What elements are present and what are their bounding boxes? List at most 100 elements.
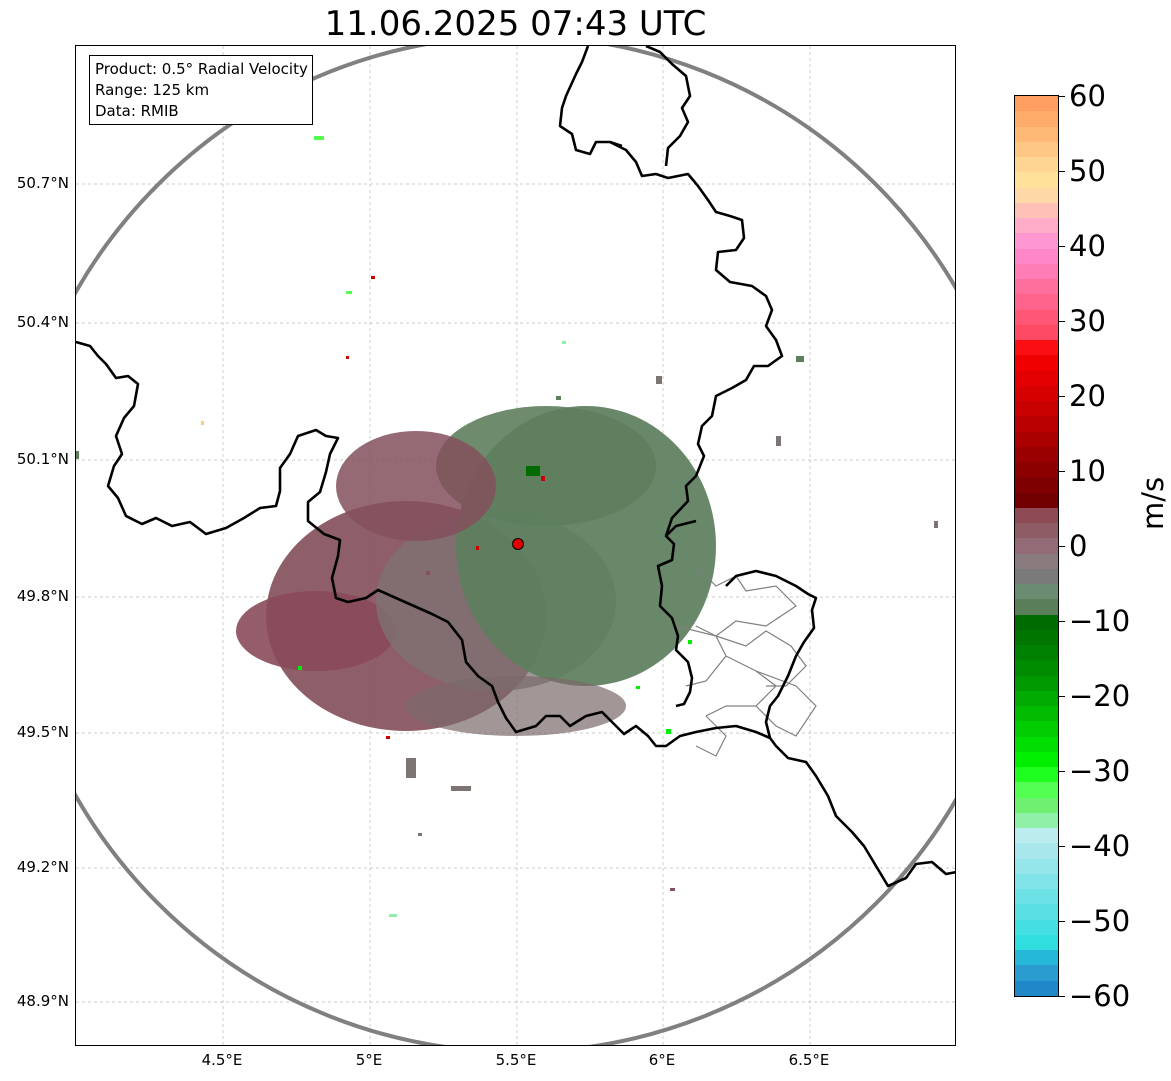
colorbar-band — [1015, 797, 1058, 813]
product-text: Product: 0.5° Radial Velocity — [95, 60, 308, 78]
colorbar-band — [1015, 111, 1058, 127]
colorbar-band — [1015, 904, 1058, 920]
lon-label: 4.5°E — [201, 1051, 243, 1069]
colorbar-tick-label: 10 — [1069, 454, 1106, 488]
colorbar-band — [1015, 462, 1058, 478]
colorbar-band — [1015, 873, 1058, 889]
lat-label: 49.5°N — [16, 723, 69, 741]
colorbar-band — [1015, 126, 1058, 142]
colorbar-band — [1015, 431, 1058, 447]
colorbar-tick — [1059, 921, 1065, 922]
colorbar-band — [1015, 157, 1058, 173]
colorbar-band — [1015, 690, 1058, 706]
colorbar-tick-label: −10 — [1069, 604, 1131, 638]
colorbar-band — [1015, 614, 1058, 630]
lat-label: 50.4°N — [16, 313, 69, 331]
colorbar-tick — [1059, 396, 1065, 397]
colorbar-band — [1015, 584, 1058, 600]
colorbar-tick — [1059, 471, 1065, 472]
colorbar-band — [1015, 172, 1058, 188]
radar-site-marker — [512, 538, 524, 550]
colorbar-band — [1015, 446, 1058, 462]
colorbar-band — [1015, 309, 1058, 325]
map-title: 11.06.2025 07:43 UTC — [324, 4, 707, 44]
colorbar-band — [1015, 568, 1058, 584]
colorbar-band — [1015, 538, 1058, 554]
colorbar-band — [1015, 950, 1058, 966]
colorbar-tick-label: 0 — [1069, 529, 1088, 563]
lat-label: 49.2°N — [16, 858, 69, 876]
echo-receding-north — [336, 431, 496, 541]
colorbar-band — [1015, 721, 1058, 737]
colorbar-band — [1015, 401, 1058, 417]
colorbar-band — [1015, 96, 1058, 112]
colorbar-band — [1015, 934, 1058, 950]
colorbar-band — [1015, 629, 1058, 645]
data-source-text: Data: RMIB — [95, 102, 179, 120]
colorbar-band — [1015, 645, 1058, 661]
colorbar-unit-label: m/s — [1136, 476, 1170, 530]
colorbar-tick — [1059, 621, 1065, 622]
colorbar-band — [1015, 858, 1058, 874]
colorbar-band — [1015, 141, 1058, 157]
lat-label: 49.8°N — [16, 587, 69, 605]
echo-receding-west — [236, 591, 396, 671]
colorbar-tick — [1059, 246, 1065, 247]
colorbar-band — [1015, 507, 1058, 523]
range-text: Range: 125 km — [95, 81, 210, 99]
colorbar-band — [1015, 889, 1058, 905]
colorbar-band — [1015, 843, 1058, 859]
radar-map-canvas — [76, 46, 955, 1045]
subregion-borders — [675, 565, 817, 757]
colorbar-tick — [1059, 996, 1065, 997]
colorbar-tick-label: −60 — [1069, 979, 1131, 1013]
colorbar-tick — [1059, 171, 1065, 172]
colorbar-band — [1015, 828, 1058, 844]
colorbar-tick — [1059, 771, 1065, 772]
colorbar-band — [1015, 599, 1058, 615]
colorbar-band — [1015, 751, 1058, 767]
lon-label: 6.5°E — [788, 1051, 830, 1069]
colorbar-band — [1015, 477, 1058, 493]
velocity-colorbar — [1014, 95, 1059, 997]
colorbar-tick — [1059, 321, 1065, 322]
colorbar-band — [1015, 263, 1058, 279]
colorbar-band — [1015, 233, 1058, 249]
colorbar-tick — [1059, 696, 1065, 697]
colorbar-tick-label: 20 — [1069, 379, 1106, 413]
echo-south-fringe — [406, 676, 626, 736]
colorbar-band — [1015, 202, 1058, 218]
colorbar-tick-label: −40 — [1069, 829, 1131, 863]
lat-label: 50.7°N — [16, 174, 69, 192]
colorbar-band — [1015, 706, 1058, 722]
colorbar-band — [1015, 294, 1058, 310]
colorbar-band — [1015, 919, 1058, 935]
colorbar-tick-label: 60 — [1069, 79, 1106, 113]
colorbar-band — [1015, 340, 1058, 356]
colorbar-band — [1015, 218, 1058, 234]
colorbar-band — [1015, 492, 1058, 508]
echo-speckles — [76, 136, 938, 917]
colorbar-tick — [1059, 96, 1065, 97]
colorbar-band — [1015, 736, 1058, 752]
product-info-box: Product: 0.5° Radial Velocity Range: 125… — [89, 55, 313, 125]
colorbar-band — [1015, 660, 1058, 676]
colorbar-band — [1015, 187, 1058, 203]
colorbar-band — [1015, 980, 1058, 996]
national-borders — [76, 46, 955, 888]
colorbar-band — [1015, 965, 1058, 981]
lon-label: 5.5°E — [495, 1051, 537, 1069]
lat-label: 48.9°N — [16, 992, 69, 1010]
colorbar-band — [1015, 370, 1058, 386]
colorbar-band — [1015, 812, 1058, 828]
colorbar-tick-label: 50 — [1069, 154, 1106, 188]
colorbar-band — [1015, 675, 1058, 691]
colorbar-tick-label: 30 — [1069, 304, 1106, 338]
colorbar-band — [1015, 355, 1058, 371]
radar-map[interactable] — [75, 45, 956, 1046]
colorbar-band — [1015, 324, 1058, 340]
colorbar-tick — [1059, 546, 1065, 547]
colorbar-band — [1015, 416, 1058, 432]
colorbar-tick-label: 40 — [1069, 229, 1106, 263]
velocity-echoes — [76, 136, 938, 917]
